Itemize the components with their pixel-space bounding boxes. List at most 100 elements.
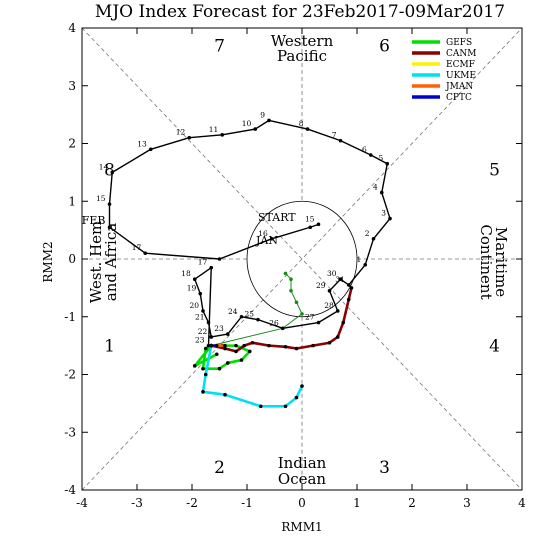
phase-number: 4 — [489, 337, 500, 357]
region-top-line2: Pacific — [277, 47, 327, 65]
series-point-canm — [311, 343, 315, 348]
legend-entry: JMAN — [445, 82, 473, 92]
series-point-gefs — [214, 352, 219, 357]
observed-point — [305, 127, 310, 131]
series-point-canm — [335, 335, 340, 339]
series-point-ukme — [203, 372, 208, 377]
phase-labels: 12 3 4 5 6 7 8 — [104, 36, 500, 478]
observed-day-label: 23 — [214, 324, 224, 333]
series-point-ukme — [300, 384, 304, 388]
observed-day-label: 22 — [198, 327, 208, 336]
observed-day-label: 17 — [132, 243, 142, 252]
y-tick-label: -4 — [64, 483, 76, 497]
series-point-jman — [223, 343, 227, 348]
x-tick-label: 3 — [463, 496, 471, 510]
series-point-cptc — [214, 343, 219, 348]
observed-point — [220, 133, 225, 137]
observed-day-label: 5 — [378, 154, 383, 163]
region-top-line1: Western — [271, 32, 334, 50]
observed-day-label: 8 — [299, 119, 304, 128]
series-point-canm — [234, 349, 238, 354]
observed-point — [201, 309, 205, 313]
start-annotation: START — [258, 211, 296, 224]
y-tick-label: 3 — [68, 79, 76, 93]
observed-day-label: 11 — [209, 125, 219, 134]
legend-entry: ECMF — [446, 60, 475, 70]
series-point-gefs — [217, 366, 222, 371]
region-labels: Western Pacific Indian Ocean West. Hem a… — [87, 32, 510, 488]
phase-number: 2 — [214, 458, 225, 478]
series-point-canm — [349, 286, 354, 290]
observed-point — [371, 236, 376, 241]
observed-point — [209, 335, 214, 339]
jan-annotation: JAN — [255, 234, 278, 247]
y-tick-label: -2 — [64, 368, 76, 382]
observed-day-label: 27 — [305, 313, 315, 322]
observed-day-label: 20 — [189, 301, 199, 310]
phase-number: 7 — [214, 36, 225, 56]
observed-point — [107, 225, 112, 230]
observed-point — [338, 277, 343, 282]
chart-title: MJO Index Forecast for 23Feb2017-09Mar20… — [95, 2, 505, 22]
observed-point — [107, 202, 112, 206]
inner-track-point — [289, 277, 293, 282]
inner-track-point — [283, 271, 288, 276]
observed-day-label: 15 — [96, 194, 106, 203]
observed-point — [280, 326, 285, 331]
series-point-ukme — [258, 404, 263, 409]
series-point-canm — [341, 320, 346, 325]
phase-divider-lines — [81, 27, 523, 491]
legend-entry: CPTC — [446, 93, 472, 103]
series-point-ukme — [283, 404, 288, 409]
observed-day-label: 17 — [198, 258, 208, 267]
region-right-line2: Continent — [477, 224, 495, 299]
x-tick-label: -3 — [131, 496, 143, 510]
observed-point — [209, 265, 214, 270]
series-point-gefs — [225, 361, 230, 365]
y-tick-label: 0 — [68, 252, 76, 266]
observed-point — [256, 317, 260, 322]
amplitude-circle — [246, 200, 358, 318]
observed-point — [368, 153, 373, 157]
x-tick-label: 4 — [518, 496, 526, 510]
observed-point — [217, 257, 222, 261]
series-point-ukme — [294, 395, 299, 400]
observed-track: 151617FEB1514131211109876543213130292827… — [82, 110, 392, 348]
observed-day-label: 13 — [137, 139, 147, 148]
phase-number: 5 — [489, 160, 500, 180]
observed-day-label: FEB — [82, 214, 106, 227]
x-tick-label: 1 — [353, 496, 361, 510]
region-left-line1: West. Hem — [87, 221, 105, 304]
observed-point — [192, 277, 197, 282]
inner-track-point — [289, 288, 293, 293]
x-tick-label: -1 — [241, 496, 253, 510]
phase-number: 6 — [379, 36, 390, 56]
series-point-canm — [223, 346, 227, 351]
region-bottom-line1: Indian — [278, 454, 327, 472]
observed-point — [308, 225, 313, 230]
observed-day-label: 7 — [332, 131, 337, 140]
y-tick-label: 4 — [68, 21, 76, 35]
observed-day-label: 12 — [176, 128, 186, 137]
observed-day-label: 18 — [181, 269, 191, 278]
series-point-canm — [294, 346, 299, 351]
observed-day-label: 3 — [381, 209, 386, 218]
observed-day-label: 9 — [260, 110, 265, 119]
observed-day-label: 26 — [269, 318, 279, 327]
observed-point — [327, 288, 332, 293]
observed-point — [385, 161, 390, 166]
observed-point — [346, 283, 351, 287]
series-point-gefs — [247, 349, 252, 354]
observed-day-label: 4 — [373, 183, 378, 192]
observed-day-label: 14 — [99, 162, 109, 171]
y-tick-label: 1 — [68, 194, 76, 208]
observed-point — [110, 170, 115, 175]
series-point-gefs — [239, 358, 244, 362]
series-point-canm — [267, 343, 271, 348]
series-point-canm — [283, 344, 288, 349]
observed-point — [316, 222, 321, 227]
region-bottom-line2: Ocean — [278, 470, 327, 488]
series-point-canm — [346, 297, 351, 302]
series-point-ukme — [223, 392, 227, 397]
